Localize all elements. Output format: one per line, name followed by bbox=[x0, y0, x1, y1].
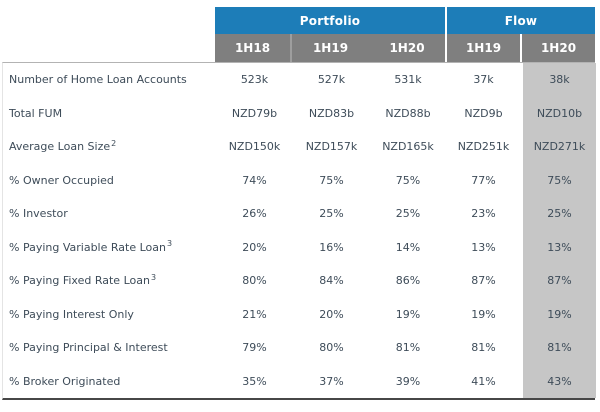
value-cell: 527k bbox=[317, 73, 346, 87]
row-label-text: Number of Home Loan Accounts bbox=[9, 73, 187, 87]
column-header-portfolio-1h20: 1H20 bbox=[369, 34, 445, 62]
value-cell: 39% bbox=[395, 374, 421, 388]
row-label: % Paying Fixed Rate Loan 3 bbox=[3, 264, 216, 298]
row-label-text: Total FUM bbox=[9, 106, 63, 120]
value-cell: 80% bbox=[319, 341, 344, 355]
value-cell: NZD157k bbox=[305, 140, 358, 154]
table-row: Total FUM NZD79b NZD83b NZD88b NZD9b NZD… bbox=[3, 96, 596, 131]
value-cell-highlighted: 38k bbox=[521, 63, 596, 97]
row-label-text: Average Loan Size bbox=[9, 140, 111, 154]
row-label: Number of Home Loan Accounts bbox=[3, 63, 216, 97]
value-cell: 531k bbox=[394, 73, 422, 87]
value-cell: 20% bbox=[319, 307, 344, 321]
value-cell: 37% bbox=[319, 374, 344, 388]
corner-spacer bbox=[2, 7, 215, 34]
value-cell-highlighted: 43% bbox=[521, 364, 596, 398]
row-label-text: % Paying Variable Rate Loan bbox=[9, 240, 166, 254]
corner-spacer bbox=[2, 34, 215, 62]
footnote-superscript: 3 bbox=[150, 272, 157, 282]
table-row: % Paying Fixed Rate Loan 3 80% 84% 86% 87… bbox=[3, 264, 596, 298]
table-row: Number of Home Loan Accounts 523k 527k 5… bbox=[3, 63, 596, 97]
value-cell: 14% bbox=[395, 240, 421, 254]
table-group-header-row: Portfolio Flow bbox=[2, 7, 595, 34]
row-label: % Owner Occupied bbox=[3, 164, 216, 198]
value-cell: 81% bbox=[471, 341, 496, 355]
footnote-superscript: 2 bbox=[111, 138, 117, 148]
group-header-portfolio: Portfolio bbox=[215, 7, 445, 34]
value-cell: 20% bbox=[242, 240, 267, 254]
row-label: % Paying Variable Rate Loan 3 bbox=[3, 231, 216, 265]
value-cell: 79% bbox=[242, 341, 267, 355]
value-cell: NZD83b bbox=[308, 106, 355, 120]
row-label: Total FUM bbox=[3, 97, 216, 131]
table-row: % Investor 26% 25% 25% 23% 25% bbox=[3, 197, 596, 231]
home-lending-metrics-table: Portfolio Flow 1H18 1H19 1H20 1H19 1H20 … bbox=[2, 7, 596, 400]
row-label-text: % Paying Principal & Interest bbox=[9, 341, 168, 355]
value-cell: 35% bbox=[242, 374, 267, 388]
value-cell: 37k bbox=[473, 73, 494, 87]
table-body: Number of Home Loan Accounts 523k 527k 5… bbox=[2, 62, 596, 400]
value-cell: 21% bbox=[242, 307, 267, 321]
value-cell: 77% bbox=[471, 173, 496, 187]
value-cell-highlighted: 75% bbox=[521, 163, 596, 197]
value-cell-highlighted: 81% bbox=[521, 331, 596, 365]
row-label-text: % Paying Interest Only bbox=[9, 307, 134, 321]
row-label: % Broker Originated bbox=[3, 365, 216, 399]
value-cell: 41% bbox=[471, 374, 496, 388]
row-label: % Investor bbox=[3, 197, 216, 231]
value-cell: 74% bbox=[242, 173, 267, 187]
value-cell: 26% bbox=[242, 207, 267, 221]
value-cell: 25% bbox=[319, 207, 344, 221]
row-label: Average Loan Size 2 bbox=[3, 130, 216, 164]
value-cell: 16% bbox=[319, 240, 344, 254]
value-cell-highlighted: NZD10b bbox=[521, 96, 596, 130]
value-cell: 75% bbox=[319, 173, 344, 187]
value-cell: 23% bbox=[471, 207, 496, 221]
value-cell: 86% bbox=[395, 274, 421, 288]
row-label-text: % Paying Fixed Rate Loan bbox=[9, 274, 150, 288]
footnote-superscript: 3 bbox=[166, 239, 173, 249]
value-cell: NZD9b bbox=[464, 106, 503, 120]
value-cell: NZD165k bbox=[382, 140, 434, 154]
value-cell: NZD150k bbox=[228, 140, 281, 154]
row-label: % Paying Interest Only bbox=[3, 298, 216, 332]
value-cell: 81% bbox=[395, 341, 421, 355]
value-cell: 80% bbox=[242, 274, 267, 288]
table-row: % Owner Occupied 74% 75% 75% 77% 75% bbox=[3, 163, 596, 198]
table-row: % Broker Originated 35% 37% 39% 41% 43% bbox=[3, 364, 596, 399]
value-cell-highlighted: 13% bbox=[521, 230, 596, 264]
column-header-flow-1h19: 1H19 bbox=[445, 34, 520, 62]
value-cell: 87% bbox=[471, 274, 496, 288]
table-row: % Paying Principal & Interest 79% 80% 81… bbox=[3, 331, 596, 365]
value-cell: NZD251k bbox=[457, 140, 510, 154]
row-label-text: % Owner Occupied bbox=[9, 173, 114, 187]
column-header-flow-1h20: 1H20 bbox=[520, 34, 595, 62]
value-cell: NZD79b bbox=[231, 106, 278, 120]
value-cell: 523k bbox=[240, 73, 269, 87]
value-cell: 25% bbox=[395, 207, 421, 221]
value-cell-highlighted: 19% bbox=[521, 297, 596, 331]
table-row: Average Loan Size 2 NZD150k NZD157k NZD16… bbox=[3, 130, 596, 164]
column-header-portfolio-1h19: 1H19 bbox=[292, 34, 369, 62]
table-column-header-row: 1H18 1H19 1H20 1H19 1H20 bbox=[2, 34, 595, 62]
value-cell: 19% bbox=[471, 307, 496, 321]
value-cell-highlighted: 25% bbox=[521, 197, 596, 231]
value-cell: NZD88b bbox=[385, 106, 431, 120]
row-label-text: % Investor bbox=[9, 207, 68, 221]
group-header-flow: Flow bbox=[445, 7, 595, 34]
column-header-portfolio-1h18: 1H18 bbox=[215, 34, 292, 62]
value-cell: 19% bbox=[395, 307, 421, 321]
table-row: % Paying Interest Only 21% 20% 19% 19% 1… bbox=[3, 297, 596, 332]
value-cell-highlighted: 87% bbox=[521, 264, 596, 298]
table-row: % Paying Variable Rate Loan 3 20% 16% 14%… bbox=[3, 230, 596, 265]
row-label-text: % Broker Originated bbox=[9, 374, 121, 388]
value-cell: 13% bbox=[471, 240, 496, 254]
value-cell-highlighted: NZD271k bbox=[521, 130, 596, 164]
value-cell: 84% bbox=[319, 274, 344, 288]
value-cell: 75% bbox=[395, 173, 421, 187]
row-label: % Paying Principal & Interest bbox=[3, 331, 216, 365]
